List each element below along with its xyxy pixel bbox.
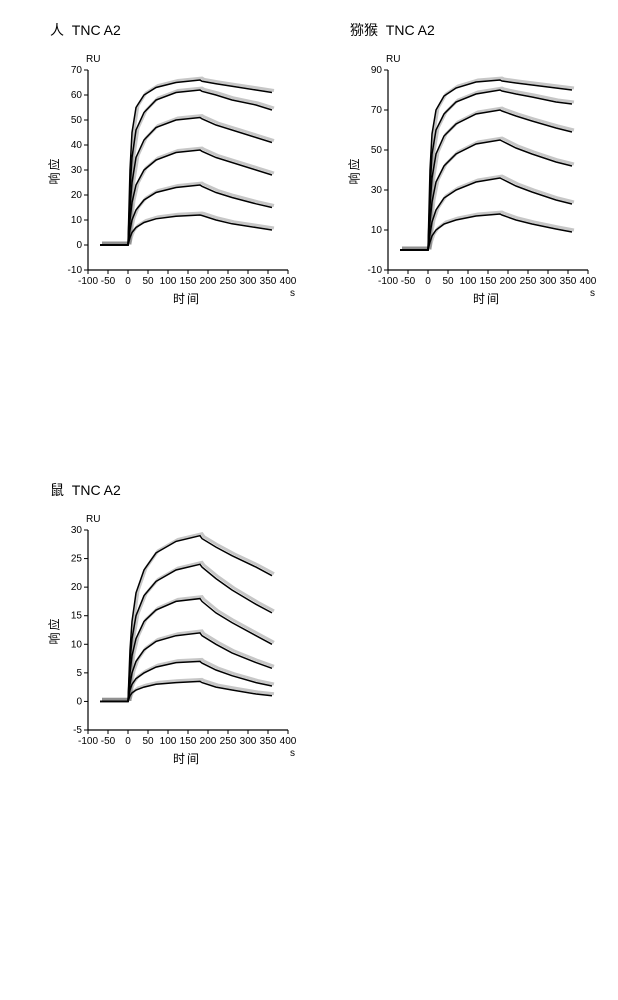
chart-panel-human: 人 TNC A2RU-10010203040506070-100-5005010…	[50, 40, 310, 360]
y-tick-label: 20	[71, 190, 83, 201]
x-tick-label: 200	[500, 276, 517, 287]
y-unit-label: RU	[86, 514, 100, 525]
title-prefix: 猕猴	[350, 22, 378, 38]
x-tick-label: 0	[125, 736, 131, 747]
title-suffix: TNC A2	[72, 22, 121, 38]
series-line	[100, 215, 272, 245]
x-tick-label: 350	[260, 276, 277, 287]
x-tick-label: 100	[460, 276, 477, 287]
x-tick-label: 300	[240, 736, 257, 747]
x-tick-label: 200	[200, 276, 217, 287]
chart-panel-cyno: 猕猴 TNC A2RU-101030507090-100-50050100150…	[350, 40, 610, 360]
y-tick-label: 70	[71, 65, 83, 76]
x-tick-label: -50	[401, 276, 416, 287]
x-tick-label: 100	[160, 276, 177, 287]
x-tick-label: 150	[180, 276, 197, 287]
x-unit-label: s	[290, 748, 295, 759]
x-tick-label: 200	[200, 736, 217, 747]
x-tick-label: 0	[425, 276, 431, 287]
panel-title: 猕猴 TNC A2	[350, 20, 435, 40]
y-tick-label: 60	[71, 90, 83, 101]
y-tick-label: -10	[68, 265, 83, 276]
y-tick-label: 90	[371, 65, 383, 76]
y-tick-label: 30	[371, 185, 383, 196]
title-prefix: 鼠	[50, 482, 64, 498]
x-tick-label: 150	[480, 276, 497, 287]
y-tick-label: 30	[71, 165, 83, 176]
series-shadow	[402, 78, 574, 248]
x-tick-label: 400	[280, 736, 297, 747]
series-line	[100, 80, 272, 245]
title-prefix: 人	[50, 22, 64, 38]
x-tick-label: 400	[580, 276, 597, 287]
x-unit-label: s	[590, 288, 595, 299]
x-axis-label: 时间	[173, 750, 201, 767]
x-tick-label: 50	[142, 276, 154, 287]
y-tick-label: 15	[71, 611, 83, 622]
x-tick-label: 350	[260, 736, 277, 747]
chart-panel-mouse: 鼠 TNC A2RU-5051015202530-100-50050100150…	[50, 500, 310, 820]
y-axis-label: 响应	[346, 156, 363, 184]
y-axis-label: 响应	[46, 616, 63, 644]
x-tick-label: -50	[101, 736, 116, 747]
x-tick-label: 150	[180, 736, 197, 747]
y-tick-label: 10	[371, 225, 383, 236]
y-tick-label: 40	[71, 140, 83, 151]
y-unit-label: RU	[386, 54, 400, 65]
series-shadow	[102, 534, 274, 700]
chart-svg: -10010203040506070-100-50050100150200250…	[50, 40, 308, 310]
y-tick-label: 10	[71, 639, 83, 650]
y-tick-label: 50	[71, 115, 83, 126]
x-tick-label: 50	[142, 736, 154, 747]
title-suffix: TNC A2	[72, 482, 121, 498]
y-tick-label: -10	[368, 265, 383, 276]
title-suffix: TNC A2	[386, 22, 435, 38]
y-tick-label: 0	[76, 696, 82, 707]
panel-title: 人 TNC A2	[50, 20, 121, 40]
x-tick-label: 100	[160, 736, 177, 747]
y-tick-label: 10	[71, 215, 83, 226]
x-tick-label: 250	[220, 276, 237, 287]
y-tick-label: 25	[71, 554, 83, 565]
chart-svg: -5051015202530-100-500501001502002503003…	[50, 500, 308, 770]
x-tick-label: 0	[125, 276, 131, 287]
x-tick-label: 250	[220, 736, 237, 747]
series-line	[100, 599, 272, 702]
series-shadow	[102, 597, 274, 700]
x-tick-label: -100	[78, 736, 98, 747]
x-axis-label: 时间	[473, 290, 501, 307]
x-tick-label: 300	[540, 276, 557, 287]
y-tick-label: 5	[76, 668, 82, 679]
x-tick-label: -100	[378, 276, 398, 287]
y-tick-label: 0	[76, 240, 82, 251]
chart-svg: -10 10 30 50 70 90 -100-50 0 50 10015020025030035…	[350, 40, 608, 310]
x-tick-label: -100	[78, 276, 98, 287]
x-tick-label: 50	[442, 276, 454, 287]
x-tick-label: 400	[280, 276, 297, 287]
y-tick-label: 20	[71, 582, 83, 593]
y-unit-label: RU	[86, 54, 100, 65]
y-tick-label: -5	[73, 725, 82, 736]
y-tick-label: 70	[371, 105, 383, 116]
x-tick-label: 250	[520, 276, 537, 287]
panel-title: 鼠 TNC A2	[50, 480, 121, 500]
x-axis-label: 时间	[173, 290, 201, 307]
x-tick-label: 350	[560, 276, 577, 287]
series-line	[400, 214, 572, 250]
y-axis-label: 响应	[46, 156, 63, 184]
x-unit-label: s	[290, 288, 295, 299]
x-tick-label: 300	[240, 276, 257, 287]
y-tick-label: 30	[71, 525, 83, 536]
x-tick-label: -50	[101, 276, 116, 287]
y-tick-label: 50	[371, 145, 383, 156]
